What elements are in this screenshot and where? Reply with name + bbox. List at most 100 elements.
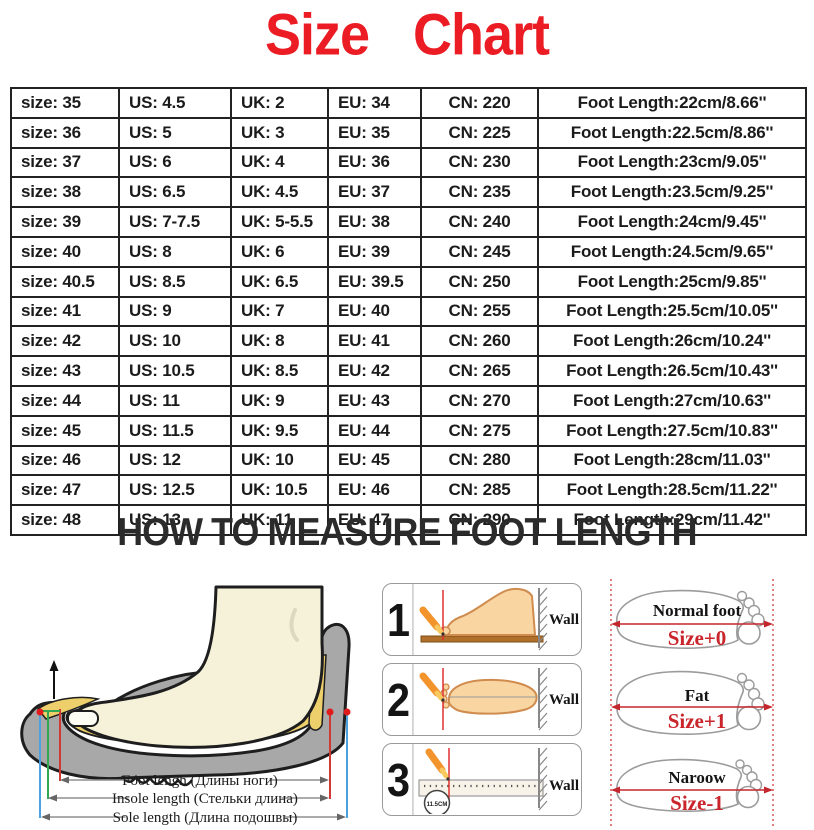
- cell-uk: UK: 8.5: [230, 355, 329, 387]
- cell-foot_length: Foot Length:23cm/9.05'': [537, 146, 807, 179]
- measuring-steps: 1 Wall: [382, 583, 582, 823]
- step-2-box: 2: [382, 663, 582, 736]
- table-row: size: 44 US: 11 UK: 9 EU: 43 CN: 270 Foot Len…: [10, 384, 807, 417]
- toenail-icon: [67, 710, 99, 727]
- cell-foot_length: Foot Length:29cm/11.42'': [537, 504, 807, 536]
- cell-us: US: 8.5: [118, 265, 232, 298]
- cell-us: US: 7-7.5: [118, 206, 232, 238]
- foot-width-guide: [610, 579, 774, 827]
- foot-cross-section-icon: [67, 585, 324, 749]
- table-row: size: 38 US: 6.5 UK: 4.5 EU: 37 CN: 235 Foot …: [10, 176, 807, 209]
- fat-foot-outline-icon: [611, 670, 773, 735]
- foot-type-name: Normal foot: [652, 601, 742, 620]
- cell-us: US: 4.5: [118, 87, 232, 119]
- cell-eu: EU: 34: [327, 87, 422, 119]
- cell-uk: UK: 9: [230, 384, 329, 417]
- cell-cn: CN: 225: [420, 116, 539, 149]
- step-1-box: 1 Wall: [382, 583, 582, 656]
- cell-us: US: 6: [118, 146, 232, 179]
- foot-type-size-label: Size-1: [670, 791, 724, 815]
- foot-type-size-label: Size+1: [667, 709, 727, 733]
- cell-eu: EU: 43: [327, 384, 422, 417]
- cell-uk: UK: 9.5: [230, 414, 329, 447]
- cell-size: size: 40: [10, 235, 120, 268]
- title-word-size: Size: [264, 2, 370, 68]
- cell-us: US: 10: [118, 325, 232, 358]
- cell-us: US: 6.5: [118, 176, 232, 209]
- cell-size: size: 38: [10, 176, 120, 209]
- cell-cn: CN: 280: [420, 444, 539, 477]
- size-table: size: 35 US: 4.5 UK: 2 EU: 34 CN: 220 Foot Le…: [10, 87, 807, 536]
- insole-length-label: Insole length (Стельки длина): [112, 791, 298, 807]
- cell-size: size: 48: [10, 504, 120, 536]
- cell-size: size: 39: [10, 206, 120, 238]
- cell-cn: CN: 275: [420, 414, 539, 447]
- cell-cn: CN: 245: [420, 235, 539, 268]
- table-row: size: 36 US: 5 UK: 3 EU: 35 CN: 225 Foot Leng…: [10, 116, 807, 149]
- table-row: size: 46 US: 12 UK: 10 EU: 45 CN: 280 Foot Le…: [10, 444, 807, 477]
- normal-foot-outline-icon: [611, 589, 773, 649]
- foot-type-name: Naroow: [668, 768, 726, 787]
- cell-uk: UK: 10: [230, 444, 329, 477]
- cell-us: US: 8: [118, 235, 232, 268]
- cell-cn: CN: 250: [420, 265, 539, 298]
- measurement-lines: [36, 660, 351, 818]
- cell-eu: EU: 39: [327, 235, 422, 268]
- table-row: size: 37 US: 6 UK: 4 EU: 36 CN: 230 Foot Leng…: [10, 146, 807, 179]
- cell-eu: EU: 41: [327, 325, 422, 358]
- foot-side-view-icon: [445, 587, 537, 636]
- cell-eu: EU: 38: [327, 206, 422, 238]
- cell-size: size: 44: [10, 384, 120, 417]
- cell-us: US: 11: [118, 384, 232, 417]
- table-row: size: 40.5 US: 8.5 UK: 6.5 EU: 39.5 CN: 250 F…: [10, 265, 807, 298]
- cell-size: size: 43: [10, 355, 120, 387]
- cell-foot_length: Foot Length:23.5cm/9.25'': [537, 176, 807, 209]
- step-3-illustration: 11.5CM Wall: [418, 747, 579, 814]
- step-2-illustration: Wall: [419, 667, 579, 731]
- pencil-icon: [425, 748, 450, 781]
- measure-heading-text: HOW TO MEASURE FOOT LENGTH: [117, 511, 697, 554]
- pencil-icon: [419, 672, 445, 702]
- cell-foot_length: Foot Length:28cm/11.03'': [537, 444, 807, 477]
- cell-us: US: 12.5: [118, 474, 232, 507]
- cell-eu: EU: 39.5: [327, 265, 422, 298]
- title-word-chart: Chart: [413, 2, 550, 68]
- cell-eu: EU: 42: [327, 355, 422, 387]
- cell-foot_length: Foot Length:22.5cm/8.86'': [537, 116, 807, 149]
- cell-uk: UK: 3: [230, 116, 329, 149]
- cell-foot_length: Foot Length:22cm/8.66'': [537, 87, 807, 119]
- cell-size: size: 45: [10, 414, 120, 447]
- cell-size: size: 35: [10, 87, 120, 119]
- cell-eu: EU: 36: [327, 146, 422, 179]
- shoe-measurement-diagram: Foot lengh (Длины ноги) Insole length (С…: [20, 585, 351, 826]
- foot-length-label: Foot lengh (Длины ноги): [122, 773, 278, 789]
- measure-circle-badge: 11.5CM: [423, 789, 451, 814]
- ruler-mark-label: 11.5CM: [427, 802, 448, 808]
- step-3-box: 3 11.5CM: [382, 743, 582, 816]
- step-1-number: 1: [385, 584, 414, 655]
- wall-hatch-icon: [538, 747, 548, 811]
- cell-uk: UK: 4.5: [230, 176, 329, 209]
- table-row: size: 35 US: 4.5 UK: 2 EU: 34 CN: 220 Foot Le…: [10, 87, 807, 119]
- size-table-body: size: 35 US: 4.5 UK: 2 EU: 34 CN: 220 Foot Le…: [10, 87, 807, 536]
- step-1-illustration: Wall: [419, 587, 579, 651]
- cell-foot_length: Foot Length:28.5cm/11.22'': [537, 474, 807, 507]
- pencil-icon: [419, 606, 445, 636]
- cell-eu: EU: 40: [327, 295, 422, 328]
- wall-label: Wall: [549, 612, 579, 628]
- cell-uk: UK: 4: [230, 146, 329, 179]
- cell-eu: EU: 46: [327, 474, 422, 507]
- cell-us: US: 11.5: [118, 414, 232, 447]
- cell-cn: CN: 290: [420, 504, 539, 536]
- cell-us: US: 10.5: [118, 355, 232, 387]
- table-row: size: 40 US: 8 UK: 6 EU: 39 CN: 245 Foot Leng…: [10, 235, 807, 268]
- table-row: size: 39 US: 7-7.5 UK: 5-5.5 EU: 38 CN: 240 F…: [10, 206, 807, 238]
- cell-cn: CN: 220: [420, 87, 539, 119]
- cell-cn: CN: 240: [420, 206, 539, 238]
- table-row: size: 41 US: 9 UK: 7 EU: 40 CN: 255 Foot Leng…: [10, 295, 807, 328]
- cell-size: size: 36: [10, 116, 120, 149]
- cell-cn: CN: 265: [420, 355, 539, 387]
- cell-eu: EU: 37: [327, 176, 422, 209]
- cell-uk: UK: 10.5: [230, 474, 329, 507]
